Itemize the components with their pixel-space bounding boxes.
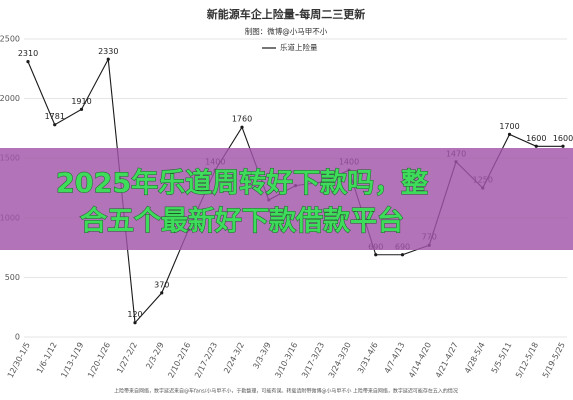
banner-text: 2025年乐道周转好下款吗，整合五个最新好下款借款平台 xyxy=(56,167,428,237)
data-label: 370 xyxy=(154,280,169,289)
banner-line: 2025年乐道周转好下款吗，整 xyxy=(56,167,428,199)
data-label: 1600 xyxy=(553,134,573,143)
point xyxy=(561,144,565,148)
data-label: 120 xyxy=(127,310,142,319)
data-label: 2330 xyxy=(98,47,118,56)
point xyxy=(79,107,84,111)
banner-line: 合五个最新好下款借款平台 xyxy=(80,205,404,237)
point xyxy=(160,291,164,295)
footnote: 上险带来自网络，数字延迟来自@车fans/小马甲不小，于勤整理，可能有误。转载请… xyxy=(114,388,458,395)
y-tick-label: 2000 xyxy=(0,94,20,103)
data-label: 1600 xyxy=(526,134,546,143)
point xyxy=(240,125,244,129)
point xyxy=(374,253,378,257)
chart-subtitle: 制图：微博@小马甲不小 xyxy=(245,26,328,36)
data-label: 1910 xyxy=(71,97,91,106)
data-label: 1781 xyxy=(45,112,65,121)
data-label: 1760 xyxy=(232,115,252,124)
point xyxy=(534,144,538,148)
data-label: 2310 xyxy=(18,49,38,58)
point xyxy=(106,57,110,61)
legend-label: 乐道上险量 xyxy=(280,42,318,52)
chart-title: 新能源车企上险量-每周二三更新 xyxy=(207,7,366,21)
y-tick-label: 2500 xyxy=(0,35,20,44)
y-tick-label: 500 xyxy=(5,273,20,282)
point xyxy=(26,60,30,64)
banner xyxy=(0,148,573,250)
point xyxy=(133,321,137,325)
y-tick-label: 0 xyxy=(15,333,20,342)
point xyxy=(53,123,57,127)
point xyxy=(400,253,405,257)
point xyxy=(507,132,512,136)
data-label: 1700 xyxy=(499,122,519,131)
